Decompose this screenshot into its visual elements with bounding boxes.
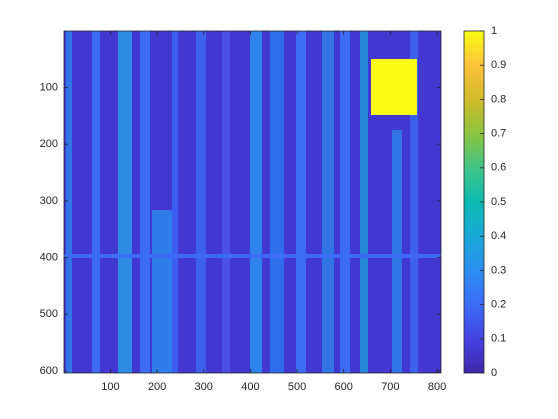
colorbar-tick-label: 0: [491, 367, 497, 379]
x-tick-label: 600: [335, 381, 353, 393]
image: [64, 31, 441, 373]
colorbar-tick-label: 0.8: [491, 93, 506, 105]
x-tick-label: 100: [101, 381, 119, 393]
y-tick-label: 500: [40, 308, 58, 320]
x-tick-label: 800: [428, 381, 446, 393]
x-tick-label: 200: [148, 381, 166, 393]
colorbar-tick-label: 0.2: [491, 299, 506, 311]
colorbar-tick-label: 0.7: [491, 128, 506, 140]
y-tick-label: 400: [40, 251, 58, 263]
x-tick-label: 300: [195, 381, 213, 393]
colorbar-tick-label: 0.9: [491, 59, 506, 71]
x-tick-label: 400: [241, 381, 259, 393]
colorbar-tick-label: 0.4: [491, 230, 506, 242]
colorbar-tick-label: 0.3: [491, 264, 506, 276]
colorbar-tick-label: 1: [491, 25, 497, 37]
colorbar-tick-label: 0.5: [491, 196, 506, 208]
y-tick-label: 100: [40, 81, 58, 93]
y-tick-label: 300: [40, 195, 58, 207]
y-tick-label: 200: [40, 138, 58, 150]
colorbar-tick-label: 0.1: [491, 333, 506, 345]
x-tick-label: 500: [288, 381, 306, 393]
axes-box: [63, 30, 442, 374]
y-tick-label: 600: [40, 365, 58, 377]
x-tick-label: 700: [381, 381, 399, 393]
colorbar-tick-label: 0.6: [491, 162, 506, 174]
